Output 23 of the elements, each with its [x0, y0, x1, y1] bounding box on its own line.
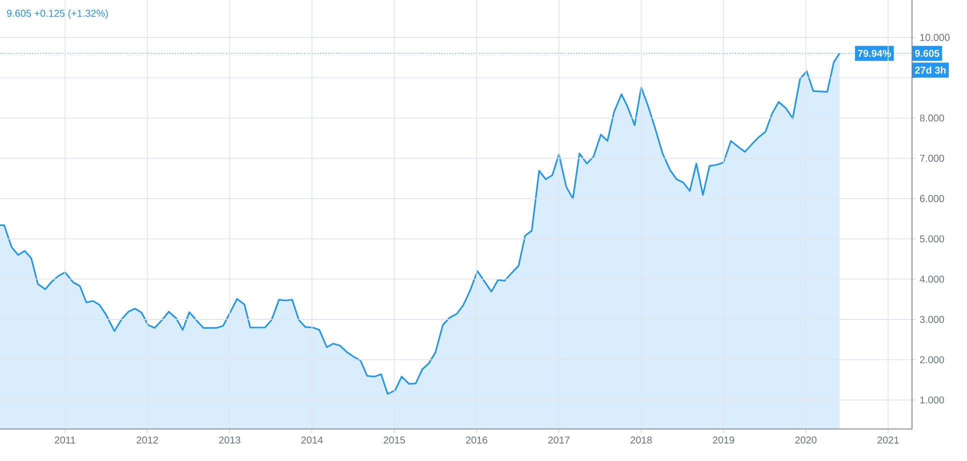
x-tick-label: 2019: [712, 436, 734, 444]
x-tick-label: 2011: [54, 436, 76, 444]
text: 9.605 +0.125 (+1.32%): [6, 10, 108, 19]
y-tick-label: 8.000: [920, 114, 944, 122]
x-tick-label: 2018: [630, 436, 652, 444]
text: 27d 3h: [915, 66, 946, 74]
y-tick-label: 7.000: [920, 154, 944, 162]
y-tick-label: 2.000: [920, 356, 944, 364]
y-tick-label: 5.000: [920, 235, 944, 242]
x-tick-label: 2017: [548, 436, 570, 444]
ref-line-label: 9.605: [915, 50, 940, 57]
x-tick-label: 2014: [301, 436, 323, 444]
x-tick-label: 2013: [219, 436, 240, 444]
x-tick-label: 2012: [136, 436, 158, 444]
y-tick-label: 3.000: [920, 316, 944, 323]
x-tick-label: 2020: [795, 436, 817, 444]
y-tick-label: 1.000: [920, 396, 944, 404]
x-tick-label: 2015: [384, 436, 405, 444]
x-tick-label: 2016: [466, 436, 488, 444]
y-tick-label: 4.000: [920, 276, 944, 283]
y-tick-label: 6.000: [920, 195, 944, 202]
x-tick-label: 2021: [878, 436, 899, 444]
y-tick-label: 10.000: [920, 34, 950, 41]
